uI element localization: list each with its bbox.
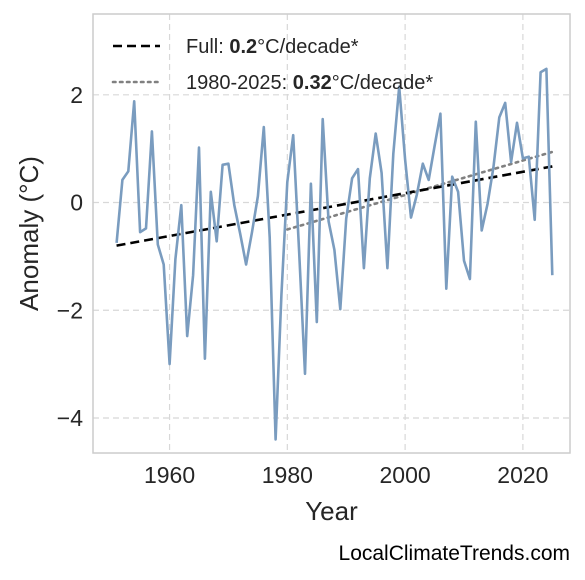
legend-entry-full: Full: 0.2°C/decade* xyxy=(186,36,359,58)
watermark: LocalClimateTrends.com xyxy=(339,542,570,565)
x-tick-label: 1980 xyxy=(262,462,313,488)
y-tick-label: 2 xyxy=(70,82,83,108)
x-tick-label: 1960 xyxy=(144,462,195,488)
x-tick-label: 2020 xyxy=(497,462,548,488)
legend-recent-value: 0.32 xyxy=(293,72,332,94)
legend-recent-suffix: °C/decade* xyxy=(332,72,434,94)
data-series xyxy=(115,67,554,441)
legend-full-value: 0.2 xyxy=(229,36,257,58)
tick-labels: 1960 1980 2000 2020 −4 −2 0 2 xyxy=(57,82,549,488)
series-line xyxy=(115,67,554,441)
legend-full-suffix: °C/decade* xyxy=(257,36,359,58)
y-axis-label: Anomaly (°C) xyxy=(14,156,44,311)
trend-line-recent xyxy=(286,150,554,231)
grid xyxy=(93,14,570,453)
legend: Full: 0.2°C/decade* 1980-2025: 0.32°C/de… xyxy=(111,36,433,94)
plot-frame xyxy=(92,13,571,454)
x-axis-label: Year xyxy=(305,496,358,526)
y-tick-label: −4 xyxy=(57,405,83,431)
legend-recent-prefix: 1980-2025: xyxy=(186,72,293,94)
x-tick-label: 2000 xyxy=(380,462,431,488)
y-tick-label: −2 xyxy=(57,297,83,323)
y-tick-label: 0 xyxy=(70,190,83,216)
legend-full-prefix: Full: xyxy=(186,36,229,58)
legend-entry-recent: 1980-2025: 0.32°C/decade* xyxy=(186,72,433,94)
